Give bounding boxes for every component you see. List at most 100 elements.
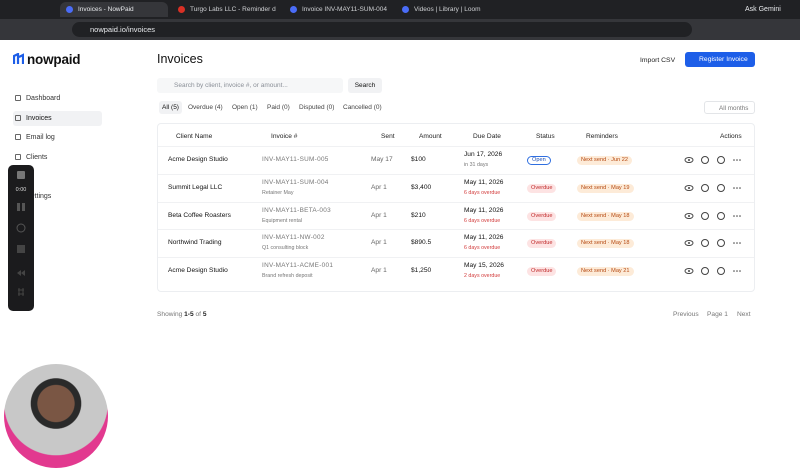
browser-tab[interactable]: Invoices - NowPaid xyxy=(60,2,168,17)
status-badge: Overdue xyxy=(527,183,557,193)
nav-item[interactable]: Dashboard xyxy=(13,91,102,106)
reminder-badge: Next send · May 19 xyxy=(577,183,634,193)
due-date: May 11, 2026 xyxy=(464,178,504,186)
reminder-badge: Next send · Jun 22 xyxy=(577,156,632,165)
loom-controls xyxy=(8,165,34,311)
client-name: Summit Legal LLC xyxy=(168,183,223,191)
tab-icon xyxy=(290,6,297,13)
client-name: Northwind Trading xyxy=(168,239,222,247)
nav-icon xyxy=(15,95,21,101)
filter-tab[interactable]: Open (1) xyxy=(232,104,258,111)
invoice-note: Equipment rental xyxy=(262,217,303,224)
row-divider xyxy=(158,201,754,203)
status-badge: Open xyxy=(527,156,551,165)
due-note: 6 days overdue xyxy=(464,217,501,224)
due-note: 6 days overdue xyxy=(464,189,501,196)
reminder-badge: Next send · May 21 xyxy=(577,267,634,277)
amount: $210 xyxy=(411,211,426,219)
invoice-note: Q1 consulting block xyxy=(262,245,309,252)
loom-icons xyxy=(16,171,26,296)
nav-item[interactable]: Email log xyxy=(13,130,102,145)
column-header: Invoice # xyxy=(271,133,298,140)
amount: $3,400 xyxy=(411,183,432,191)
loom-timer: 0:00 xyxy=(15,187,27,193)
due-date: Jun 17, 2026 xyxy=(464,151,503,158)
reminder-badge: Next send · May 18 xyxy=(577,211,634,221)
invoice-number: INV-MAY11-SUM-005 xyxy=(262,156,329,163)
row-actions[interactable] xyxy=(684,266,744,276)
row-divider xyxy=(158,257,754,259)
status-badge: Overdue xyxy=(527,211,557,221)
client-name: Acme Design Studio xyxy=(168,267,228,275)
filter-tab[interactable]: Paid (0) xyxy=(267,104,290,111)
nav-icon xyxy=(15,115,21,121)
browser-tab[interactable]: Invoice INV-MAY11-SUM-004 xyxy=(284,2,392,17)
search-button[interactable]: Search xyxy=(348,78,382,93)
client-name: Acme Design Studio xyxy=(168,156,228,163)
invoice-number: INV-MAY11-ACME-001 xyxy=(262,262,334,270)
previous[interactable]: Previous xyxy=(673,311,699,318)
column-header: Client Name xyxy=(176,133,213,140)
invoice-note: Retainer May xyxy=(262,189,294,196)
status-badge: Overdue xyxy=(527,267,557,277)
tab-icon xyxy=(66,6,73,13)
showing: Showing 1-5 of 5 xyxy=(157,311,207,318)
logo[interactable]: nowpaid xyxy=(27,52,81,67)
nav-item[interactable]: Invoices xyxy=(13,111,102,126)
column-header: Reminders xyxy=(586,133,618,140)
due-note: 2 days overdue xyxy=(464,273,501,280)
due-date: May 15, 2026 xyxy=(464,262,504,270)
amount: $890.5 xyxy=(411,239,432,247)
range: 1-5 xyxy=(184,311,194,318)
nav-icon xyxy=(15,154,21,160)
reminder-badge: Next send · May 18 xyxy=(577,239,634,249)
filter-tab[interactable]: Disputed (0) xyxy=(299,104,335,111)
amount: $100 xyxy=(411,156,426,163)
invoice-number: INV-MAY11-BETA-003 xyxy=(262,206,331,214)
nav-item[interactable]: Clients xyxy=(13,150,102,165)
of: of xyxy=(195,311,202,318)
page-number: Page 1 xyxy=(707,311,728,318)
page-title: Invoices xyxy=(157,52,203,66)
month-filter[interactable]: All months xyxy=(704,101,755,114)
tab-icon xyxy=(178,6,185,13)
filter-tab[interactable]: All (5) xyxy=(159,101,182,114)
row-actions[interactable] xyxy=(684,238,744,248)
sent-date: Apr 1 xyxy=(371,183,387,191)
row-actions[interactable] xyxy=(684,211,744,221)
webcam-bubble xyxy=(4,364,108,468)
row-divider xyxy=(158,146,754,147)
row-divider xyxy=(158,173,754,175)
browser-tab[interactable]: Turgo Labs LLC - Reminder d xyxy=(172,2,280,17)
sent-date: Apr 1 xyxy=(371,239,387,247)
client-name: Beta Coffee Roasters xyxy=(168,211,231,219)
browser-tab[interactable]: Videos | Library | Loom xyxy=(396,2,504,17)
row-actions[interactable] xyxy=(684,155,744,165)
nav-icon xyxy=(15,134,21,140)
column-header: Actions xyxy=(720,133,742,140)
filter-tab[interactable]: Overdue (4) xyxy=(188,104,223,111)
filter-tab[interactable]: Cancelled (0) xyxy=(343,104,382,111)
due-date: May 11, 2026 xyxy=(464,234,504,242)
due-date: May 11, 2026 xyxy=(464,206,504,214)
import-button[interactable]: Import CSV xyxy=(625,52,683,67)
column-header: Sent xyxy=(381,133,395,140)
search-input[interactable]: Search by client, invoice #, or amount..… xyxy=(157,78,343,93)
sent-date: May 17 xyxy=(371,156,393,163)
tab-bar xyxy=(0,0,800,19)
next[interactable]: Next xyxy=(737,311,751,318)
row-actions[interactable] xyxy=(684,183,744,193)
column-header: Amount xyxy=(419,133,442,140)
register-button[interactable]: Register Invoice xyxy=(685,52,755,67)
ask-gemini[interactable]: Ask Gemini xyxy=(745,6,781,13)
table xyxy=(157,123,755,292)
status-badge: Overdue xyxy=(527,239,557,249)
invoice-number: INV-MAY11-NW-002 xyxy=(262,234,325,242)
column-header: Due Date xyxy=(473,133,501,140)
column-header: Status xyxy=(536,133,555,140)
url[interactable]: nowpaid.io/invoices xyxy=(72,22,692,37)
total: 5 xyxy=(202,311,207,318)
tab-icon xyxy=(402,6,409,13)
sent-date: Apr 1 xyxy=(371,211,387,219)
